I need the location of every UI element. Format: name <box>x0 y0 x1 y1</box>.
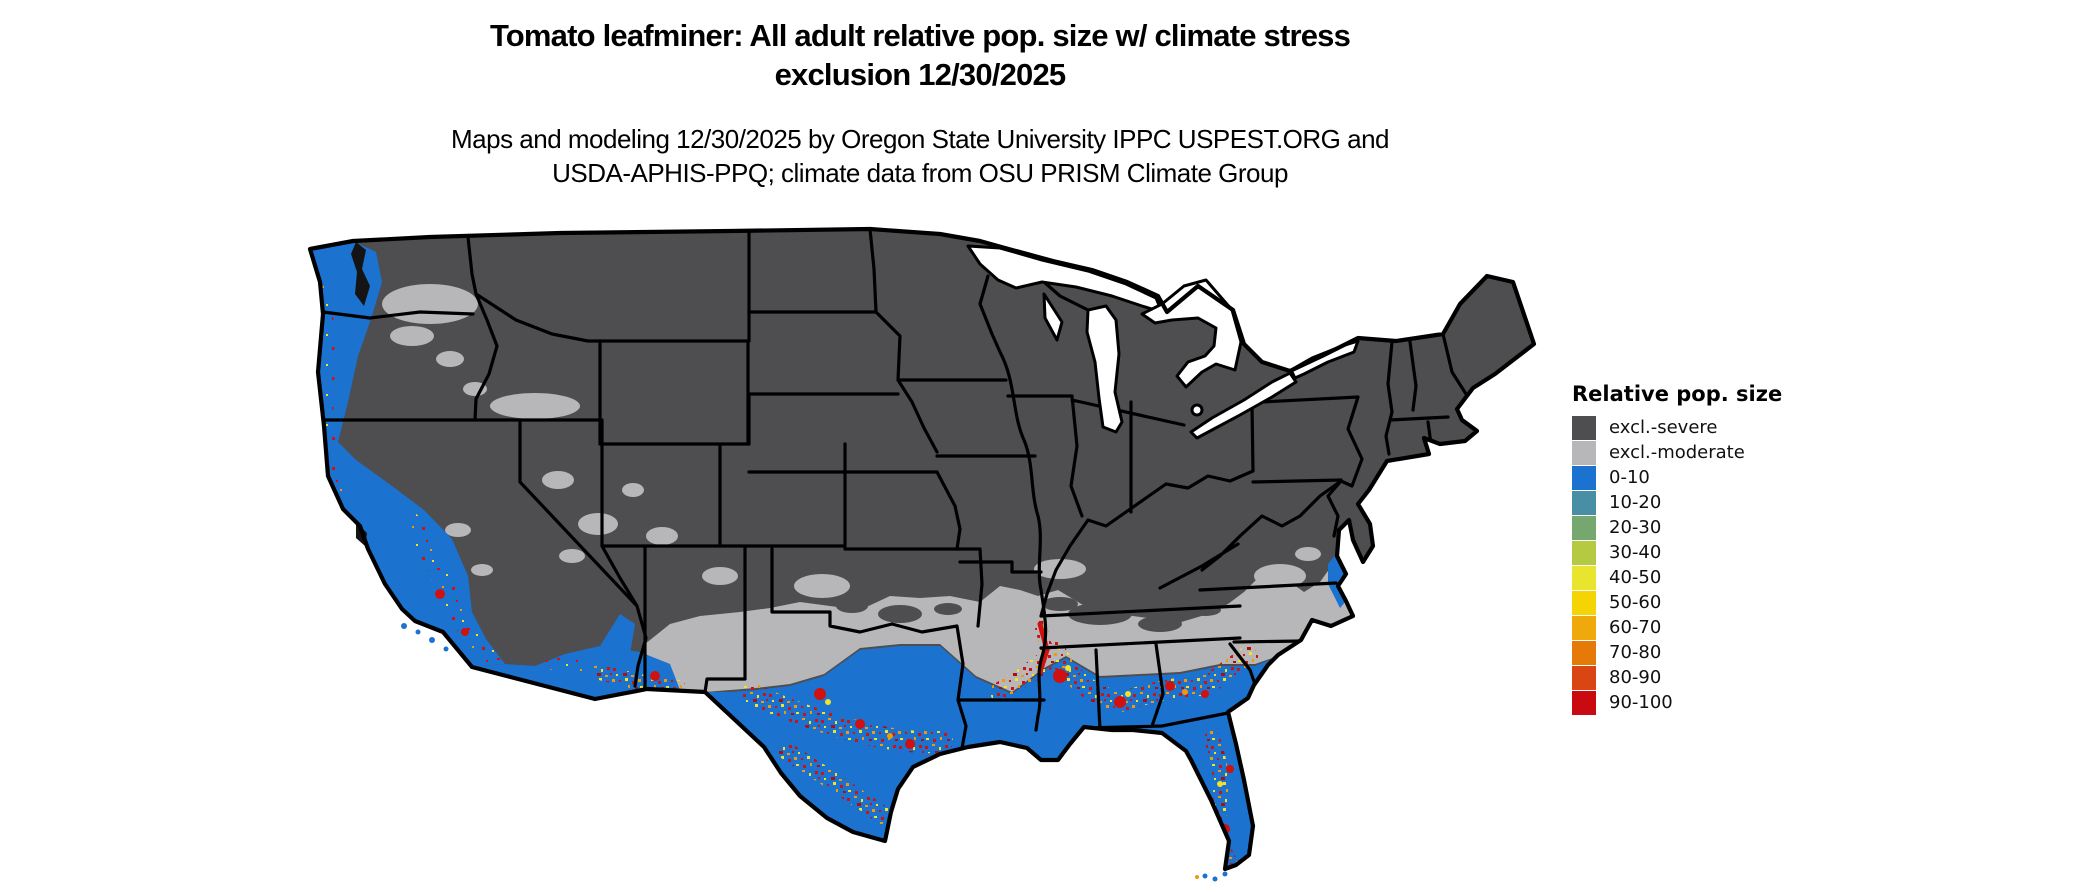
map-title: Tomato leafminer: All adult relative pop… <box>300 16 1540 94</box>
map-subtitle-line1: Maps and modeling 12/30/2025 by Oregon S… <box>450 124 1390 154</box>
legend-label-6: 40-50 <box>1609 567 1662 588</box>
legend-label-4: 20-30 <box>1609 517 1662 538</box>
legend-label-1: excl.-moderate <box>1609 442 1745 463</box>
us-map-svg <box>307 226 1537 882</box>
legend-swatch-5 <box>1572 540 1596 565</box>
legend-swatch-9 <box>1572 640 1596 665</box>
legend-item-8: 60-70 <box>1572 615 1872 640</box>
legend-swatch-8 <box>1572 615 1596 640</box>
legend-swatch-7 <box>1572 590 1596 615</box>
legend-item-9: 70-80 <box>1572 640 1872 665</box>
us-outline <box>307 226 1537 872</box>
legend-label-0: excl.-severe <box>1609 417 1718 438</box>
legend-label-2: 0-10 <box>1609 467 1650 488</box>
great-lakes <box>966 244 1360 440</box>
legend-label-10: 80-90 <box>1609 667 1662 688</box>
us-risk-map <box>300 224 1570 892</box>
islands <box>401 623 1228 882</box>
legend-swatch-3 <box>1572 490 1596 515</box>
lake-st-clair <box>1190 403 1204 417</box>
lake-erie <box>1189 371 1298 440</box>
legend-swatch-11 <box>1572 690 1596 715</box>
legend-label-9: 70-80 <box>1609 642 1662 663</box>
legend-title: Relative pop. size <box>1572 382 1783 406</box>
green-bay <box>1042 292 1064 342</box>
legend-item-4: 20-30 <box>1572 515 1872 540</box>
legend-label-11: 90-100 <box>1609 692 1673 713</box>
legend-label-8: 60-70 <box>1609 617 1662 638</box>
map-subtitle-line2: USDA-APHIS-PPQ; climate data from OSU PR… <box>552 158 1288 188</box>
legend-item-3: 10-20 <box>1572 490 1872 515</box>
legend-swatch-4 <box>1572 515 1596 540</box>
legend-rows: excl.-severe excl.-moderate 0-10 10-20 20-30… <box>1572 415 1872 715</box>
legend-item-5: 30-40 <box>1572 540 1872 565</box>
legend-item-11: 90-100 <box>1572 690 1872 715</box>
legend-item-1: excl.-moderate <box>1572 440 1872 465</box>
legend-swatch-2 <box>1572 465 1596 490</box>
lake-huron <box>1140 278 1243 389</box>
legend: Relative pop. size excl.-severe excl.-mod… <box>1572 382 1872 715</box>
legend-swatch-1 <box>1572 440 1596 465</box>
puget-sound <box>351 242 370 306</box>
legend-item-0: excl.-severe <box>1572 415 1872 440</box>
lake-michigan <box>1085 304 1124 434</box>
legend-label-5: 30-40 <box>1609 542 1662 563</box>
legend-swatch-10 <box>1572 665 1596 690</box>
legend-item-10: 80-90 <box>1572 665 1872 690</box>
region-excl-moderate <box>382 284 1353 692</box>
legend-swatch-6 <box>1572 565 1596 590</box>
legend-swatch-0 <box>1572 415 1596 440</box>
map-title-line1: Tomato leafminer: All adult relative pop… <box>489 18 1351 53</box>
legend-item-7: 50-60 <box>1572 590 1872 615</box>
legend-label-3: 10-20 <box>1609 492 1662 513</box>
legend-label-7: 50-60 <box>1609 592 1662 613</box>
state-borders <box>316 229 1468 756</box>
map-subtitle: Maps and modeling 12/30/2025 by Oregon S… <box>300 122 1540 190</box>
legend-item-6: 40-50 <box>1572 565 1872 590</box>
map-title-line2: exclusion 12/30/2025 <box>774 57 1067 92</box>
severe-pockets <box>836 597 1221 632</box>
legend-item-2: 0-10 <box>1572 465 1872 490</box>
